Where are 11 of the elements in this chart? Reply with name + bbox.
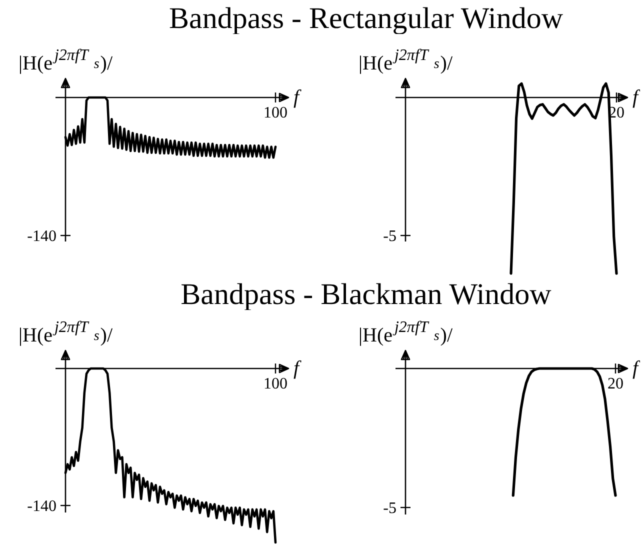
- x-axis-title: f: [294, 86, 302, 108]
- x-axis-title: f: [294, 358, 302, 380]
- x-axis-title: f: [632, 358, 640, 380]
- annotation: 100: [264, 376, 288, 392]
- text: -5: [383, 500, 396, 517]
- annotation: -5: [383, 228, 396, 245]
- annotation: 20: [608, 376, 624, 392]
- text: -140: [27, 498, 56, 515]
- x-axis-title: f: [632, 86, 640, 108]
- annotation: 100: [264, 104, 288, 122]
- text: -140: [27, 228, 56, 245]
